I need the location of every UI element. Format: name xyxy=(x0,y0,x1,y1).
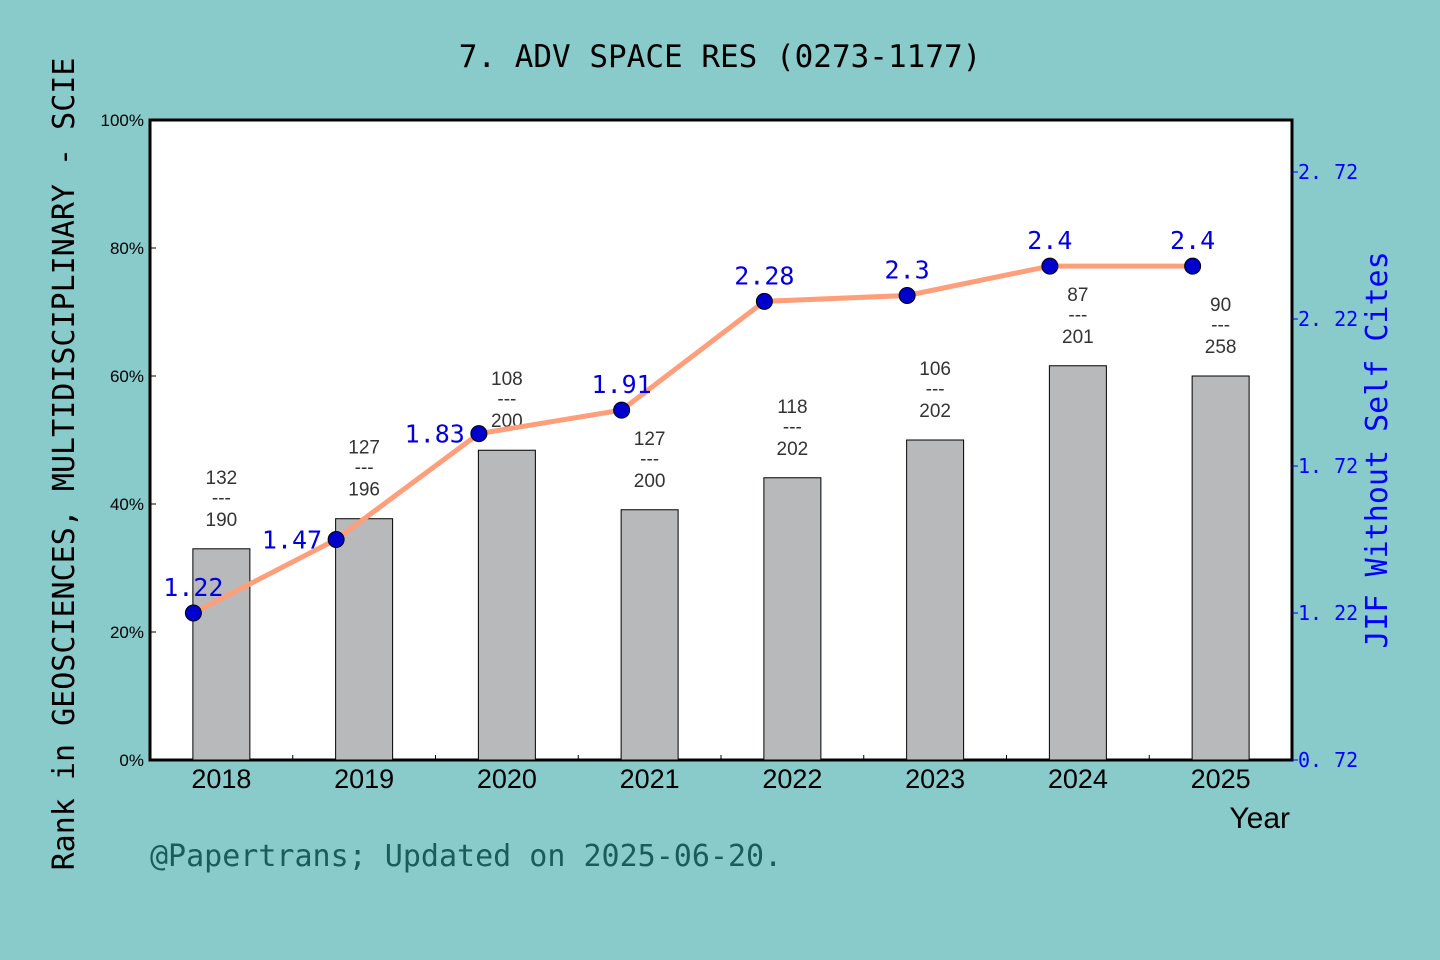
jif-label-2025: 2.4 xyxy=(1170,226,1215,255)
rank-divider-2020: --- xyxy=(497,389,516,410)
rank-label-2022: 118 xyxy=(777,397,807,418)
x-tick-label-2018: 2018 xyxy=(191,764,251,794)
rank-label-2018: 132 xyxy=(206,468,238,489)
rank-label-2021: 127 xyxy=(634,429,666,450)
bar-2019 xyxy=(335,518,394,761)
total-label-2021: 200 xyxy=(634,471,666,492)
right-tick-label: 0. 72 xyxy=(1298,748,1358,772)
rank-divider-2018: --- xyxy=(212,488,231,509)
right-tick-label: 2. 72 xyxy=(1298,160,1358,184)
jif-point-2025 xyxy=(1184,257,1202,275)
footer-credit: @Papertrans; Updated on 2025-06-20. xyxy=(150,839,782,874)
bar-2020 xyxy=(477,449,536,761)
bar-2021 xyxy=(620,509,679,761)
right-tick-label: 1. 22 xyxy=(1298,601,1358,625)
bar-2025 xyxy=(1191,375,1250,761)
jif-point-2020 xyxy=(470,425,488,443)
x-axis-label: Year xyxy=(1229,802,1290,835)
rank-label-2023: 106 xyxy=(919,359,951,380)
bar-2023 xyxy=(906,439,965,761)
rank-label-2020: 108 xyxy=(491,369,523,390)
total-label-2024: 201 xyxy=(1062,327,1094,348)
left-tick-label: 40% xyxy=(110,495,144,514)
bar-2022 xyxy=(763,477,822,761)
right-axis-label: JIF Without Self Cites xyxy=(1360,251,1395,648)
x-tick-label-2023: 2023 xyxy=(905,764,965,794)
jif-label-2022: 2.28 xyxy=(734,261,794,290)
x-tick-label-2021: 2021 xyxy=(620,764,680,794)
jif-label-2024: 2.4 xyxy=(1027,226,1072,255)
left-tick-label: 60% xyxy=(110,367,144,386)
left-tick-label: 20% xyxy=(110,623,144,642)
right-tick-label: 2. 22 xyxy=(1298,307,1358,331)
jif-label-2020: 1.83 xyxy=(405,420,465,449)
total-label-2025: 258 xyxy=(1205,337,1237,358)
rank-divider-2019: --- xyxy=(355,458,374,479)
jif-point-2022 xyxy=(755,292,773,310)
x-tick-label-2025: 2025 xyxy=(1191,764,1251,794)
total-label-2022: 202 xyxy=(777,439,809,460)
rank-divider-2024: --- xyxy=(1068,305,1087,326)
x-tick-label-2020: 2020 xyxy=(477,764,537,794)
jif-line xyxy=(192,263,1193,616)
left-tick-label: 100% xyxy=(101,111,144,130)
left-tick-label: 0% xyxy=(119,751,144,770)
bar-2018 xyxy=(192,548,251,761)
left-axis-label: Rank in GEOSCIENCES, MULTIDISCIPLINARY -… xyxy=(47,58,82,871)
rank-label-2025: 90 xyxy=(1210,295,1231,316)
chart-title: 7. ADV SPACE RES (0273-1177) xyxy=(459,39,982,75)
bar-2024 xyxy=(1048,365,1107,761)
rank-label-2024: 87 xyxy=(1067,285,1088,306)
jif-point-2018 xyxy=(184,604,202,622)
total-label-2023: 202 xyxy=(919,401,951,422)
jif-point-2023 xyxy=(898,286,916,304)
total-label-2019: 196 xyxy=(348,480,380,501)
total-label-2018: 190 xyxy=(206,510,238,531)
rank-divider-2021: --- xyxy=(640,449,659,470)
rank-divider-2025: --- xyxy=(1211,315,1230,336)
jif-label-2021: 1.91 xyxy=(592,370,652,399)
jif-point-2019 xyxy=(327,531,345,548)
x-tick-label-2022: 2022 xyxy=(762,764,822,794)
jif-point-2021 xyxy=(613,401,631,419)
right-tick-label: 1. 72 xyxy=(1298,454,1358,478)
jif-label-2023: 2.3 xyxy=(885,255,930,284)
rank-divider-2023: --- xyxy=(926,379,945,400)
jif-point-2024 xyxy=(1041,257,1059,275)
x-tick-label-2019: 2019 xyxy=(334,764,394,794)
jif-label-2018: 1.22 xyxy=(163,573,223,602)
rank-label-2019: 127 xyxy=(348,438,380,459)
jif-label-2019: 1.47 xyxy=(262,526,322,555)
x-tick-label-2024: 2024 xyxy=(1048,764,1108,794)
left-tick-label: 80% xyxy=(110,239,144,258)
plot-area xyxy=(148,118,1294,762)
rank-divider-2022: --- xyxy=(783,417,802,438)
